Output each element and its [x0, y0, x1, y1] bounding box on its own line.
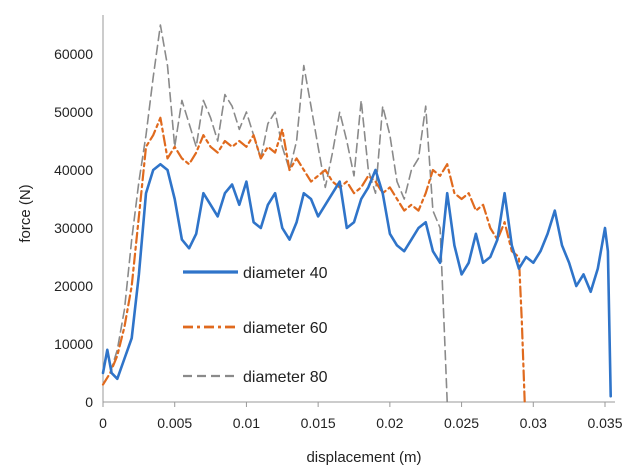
x-tick-label: 0.025 — [444, 415, 479, 431]
x-tick-label: 0.02 — [376, 415, 403, 431]
y-tick-label: 0 — [85, 394, 93, 410]
y-tick-label: 30000 — [54, 220, 93, 236]
x-tick-label: 0.03 — [520, 415, 547, 431]
legend-label: diameter 80 — [243, 369, 328, 386]
axes: 0 10000 20000 30000 40000 50000 60000 0 0.005 0.0… — [54, 15, 623, 431]
y-tick-label: 50000 — [54, 104, 93, 120]
x-axis-title: displacement (m) — [306, 449, 421, 466]
x-tick-label: 0.015 — [301, 415, 336, 431]
y-axis-title: force (N) — [17, 184, 34, 242]
series-line-diameter-80 — [102, 24, 449, 403]
x-tick-label: 0.035 — [587, 415, 622, 431]
y-tick-label: 20000 — [54, 278, 93, 294]
legend-label: diameter 60 — [243, 320, 328, 337]
legend-label: diameter 40 — [243, 265, 328, 282]
y-tick-label: 40000 — [54, 162, 93, 178]
x-tick-label: 0.005 — [157, 415, 192, 431]
legend: diameter 40 diameter 60 diameter 80 — [183, 265, 328, 386]
x-tick-label: 0 — [99, 415, 107, 431]
series-line-diameter-40 — [101, 162, 613, 398]
y-tick-label: 10000 — [54, 336, 93, 352]
y-tick-label: 60000 — [54, 46, 93, 62]
series-line-diameter-60 — [101, 116, 526, 404]
x-tick-label: 0.01 — [233, 415, 260, 431]
series-lines — [101, 24, 613, 404]
